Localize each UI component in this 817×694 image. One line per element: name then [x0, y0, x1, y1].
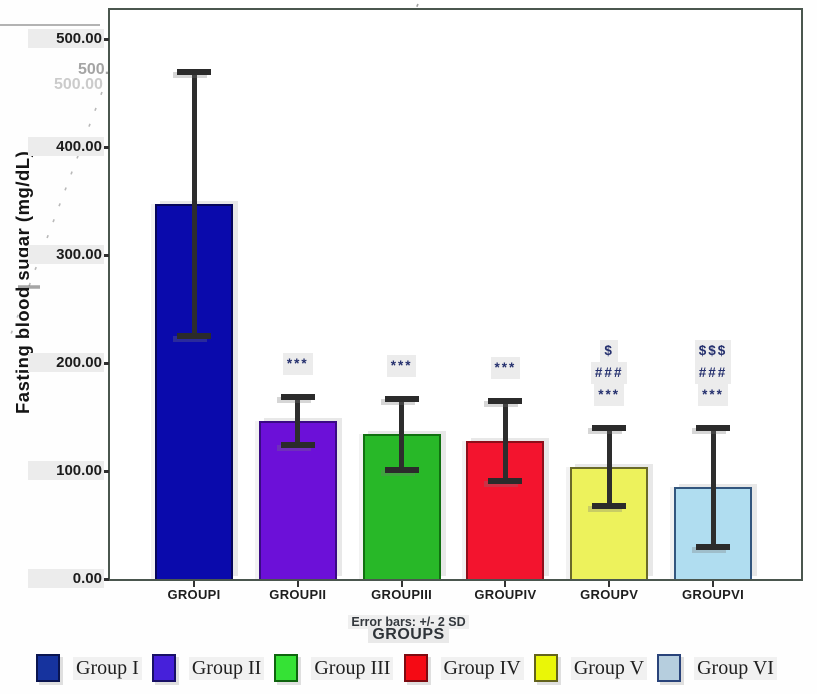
- error-bar-stem: [502, 398, 508, 483]
- error-bar-cap-bottom: [696, 543, 730, 550]
- error-bar-note-row: Error bars: +/- 2 SD: [0, 613, 817, 631]
- annotation-line: $: [600, 339, 618, 362]
- error-bar-cap-bottom: [384, 467, 419, 474]
- legend-swatch: [657, 654, 682, 682]
- error-bar-cap-top: [592, 424, 627, 431]
- x-axis-category-label: GROUPV: [580, 587, 639, 602]
- legend-label: Group III: [311, 656, 394, 680]
- x-axis-tick: [193, 581, 195, 587]
- significance-annotation: $$$ ### ***: [663, 339, 763, 406]
- error-bar-cap-top: [177, 69, 211, 76]
- error-bar-cap-top: [696, 424, 730, 431]
- x-axis-category-label: GROUPIII: [371, 587, 433, 602]
- legend-label: Group V: [570, 656, 648, 680]
- y-axis-tick-label: 200.00: [28, 353, 104, 373]
- error-bar-note: Error bars: +/- 2 SD: [348, 615, 469, 629]
- legend-label: Group I: [73, 656, 142, 680]
- y-axis-tick: [99, 470, 109, 474]
- legend-label: Group II: [188, 656, 265, 680]
- bars-container: *** *** *** $ ### *** $$$ ### ***: [110, 10, 801, 579]
- x-axis-category-label: GROUPI: [167, 587, 221, 602]
- y-axis-tick: [99, 362, 109, 366]
- legend-item-3: Group III: [274, 654, 394, 682]
- significance-annotation: ***: [455, 356, 555, 379]
- annotation-line: ***: [594, 383, 625, 406]
- legend: Group I Group II Group III Group IV Group V G…: [0, 650, 817, 686]
- x-axis-category-label: GROUPIV: [474, 587, 537, 602]
- x-axis-title: GROUPS: [368, 626, 449, 643]
- error-bar-cap-bottom: [592, 502, 627, 509]
- y-axis-tick-label: 300.00: [28, 245, 104, 265]
- legend-item-4: Group IV: [403, 654, 524, 682]
- error-bar-cap-top: [384, 395, 419, 402]
- annotation-line: ***: [386, 354, 417, 377]
- x-axis-tick: [608, 581, 611, 587]
- y-axis-tick-label: 400.00: [28, 137, 104, 157]
- x-axis-title-row: GROUPS: [0, 626, 817, 644]
- error-bar-cap-top: [488, 397, 523, 404]
- annotation-line: ###: [694, 361, 732, 384]
- error-bar-cap-bottom: [177, 333, 211, 340]
- y-axis-tick-label: 100.00: [28, 461, 104, 481]
- annotation-line: ***: [698, 383, 728, 406]
- annotation-line: $$$: [694, 339, 732, 362]
- y-axis-tick: [99, 578, 109, 581]
- x-axis-category-label: GROUPII: [269, 587, 327, 602]
- y-axis-tick: [99, 146, 109, 150]
- error-bar-stem: [606, 425, 612, 508]
- significance-annotation: ***: [352, 354, 452, 377]
- error-bar-stem: [399, 396, 405, 473]
- y-axis-title: Fasting blood sugar (mg/dL): [12, 150, 33, 414]
- error-bar-stem: [191, 70, 197, 339]
- ghost-tick-label: 500.00: [54, 76, 103, 93]
- legend-item-1: Group I: [36, 654, 142, 682]
- x-axis-tick: [712, 581, 714, 587]
- legend-item-6: Group VI: [657, 654, 777, 682]
- error-bar-cap-top: [280, 394, 315, 401]
- annotation-line: ***: [490, 356, 521, 379]
- legend-label: Group IV: [440, 656, 524, 680]
- x-axis-category-label: GROUPVI: [681, 587, 745, 602]
- significance-annotation: ***: [248, 353, 348, 376]
- x-axis-tick: [504, 581, 507, 587]
- annotation-line: ***: [282, 353, 313, 376]
- plot-area: *** *** *** $ ### *** $$$ ### ***: [108, 8, 803, 581]
- legend-swatch: [403, 654, 428, 682]
- legend-label: Group VI: [694, 656, 777, 680]
- error-bar-stem: [710, 425, 716, 549]
- x-axis-tick: [296, 581, 299, 587]
- y-axis-tick-label: 0.00: [28, 569, 104, 588]
- legend-swatch: [274, 654, 299, 682]
- error-bar-stem: [295, 395, 301, 448]
- legend-item-5: Group V: [533, 654, 648, 682]
- y-axis-tick: [99, 38, 109, 42]
- y-axis-tick: [99, 254, 109, 258]
- annotation-line: ###: [590, 361, 628, 384]
- significance-annotation: $ ### ***: [559, 339, 659, 406]
- legend-item-2: Group II: [151, 654, 265, 682]
- error-bar-cap-bottom: [280, 442, 315, 449]
- legend-swatch: [533, 654, 558, 682]
- y-axis-tick-label: 500.00: [28, 29, 104, 49]
- legend-swatch: [151, 654, 176, 682]
- legend-swatch: [36, 654, 60, 682]
- x-axis-tick: [400, 581, 403, 587]
- error-bar-cap-bottom: [488, 477, 523, 484]
